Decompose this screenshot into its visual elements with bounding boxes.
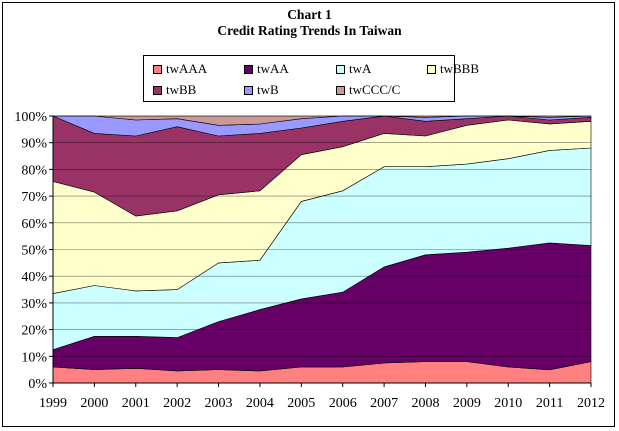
x-tick-label: 2008 — [411, 396, 439, 411]
legend-swatch — [427, 65, 436, 74]
y-tick-label: 10% — [21, 350, 47, 365]
legend-label: twBBB — [440, 61, 480, 76]
x-tick-label: 2004 — [246, 396, 274, 411]
y-tick-label: 60% — [21, 217, 47, 232]
y-tick-label: 90% — [21, 137, 47, 152]
x-tick-label: 2009 — [453, 396, 481, 411]
legend-label: twAA — [257, 61, 289, 76]
x-tick-label: 2000 — [80, 396, 108, 411]
legend: twAAA twAA twA twBBB twBB twB twCCC/C — [143, 55, 479, 102]
x-tick-label: 1999 — [39, 396, 67, 411]
x-tick-label: 2006 — [329, 396, 357, 411]
y-tick-label: 100% — [14, 110, 47, 125]
x-tick-label: 2010 — [494, 396, 522, 411]
chart-title: Chart 1 — [287, 7, 332, 22]
x-tick-label: 2005 — [287, 396, 315, 411]
legend-swatch — [244, 65, 253, 74]
y-tick-label: 20% — [21, 324, 47, 339]
x-tick-label: 2003 — [205, 396, 233, 411]
x-tick-label: 2002 — [163, 396, 191, 411]
legend-label: twA — [349, 61, 372, 76]
x-tick-label: 2011 — [536, 396, 563, 411]
x-tick-label: 2001 — [122, 396, 150, 411]
x-tick-label: 2012 — [577, 396, 605, 411]
legend-swatch — [153, 65, 162, 74]
chart-subtitle: Credit Rating Trends In Taiwan — [217, 23, 402, 38]
legend-label: twBB — [166, 82, 197, 97]
legend-swatch — [153, 86, 162, 95]
y-tick-label: 40% — [21, 270, 47, 285]
legend-swatch — [336, 86, 345, 95]
y-tick-label: 0% — [28, 377, 47, 392]
y-tick-label: 50% — [21, 244, 47, 259]
legend-swatch — [336, 65, 345, 74]
legend-label: twCCC/C — [349, 82, 401, 97]
legend-label: twAAA — [166, 61, 208, 76]
y-tick-label: 70% — [21, 190, 47, 205]
legend-label: twB — [257, 82, 279, 97]
legend-swatch — [244, 86, 253, 95]
x-tick-label: 2007 — [370, 396, 398, 411]
y-tick-label: 30% — [21, 297, 47, 312]
y-tick-label: 80% — [21, 163, 47, 178]
